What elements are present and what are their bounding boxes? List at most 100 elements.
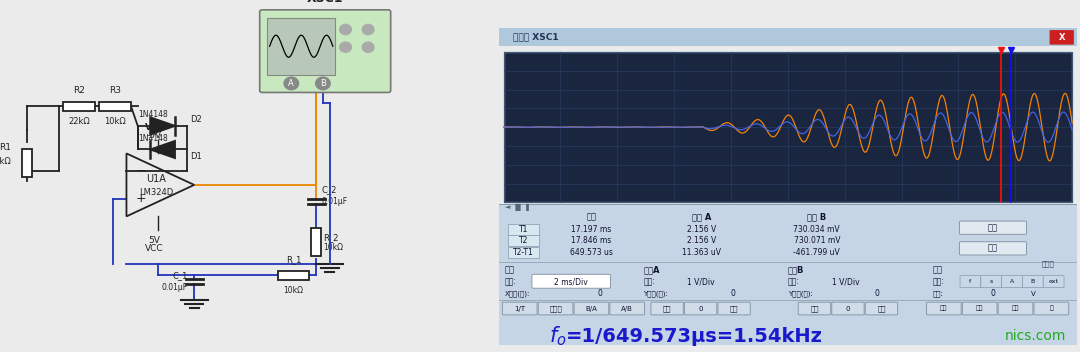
- Text: 回归: 回归: [988, 223, 998, 232]
- Text: 交流: 交流: [810, 305, 819, 312]
- FancyBboxPatch shape: [1043, 276, 1064, 288]
- Text: 17.197 ms: 17.197 ms: [571, 225, 611, 234]
- Text: C_2: C_2: [322, 185, 337, 194]
- Text: U1A: U1A: [146, 174, 165, 184]
- Bar: [508, 235, 539, 246]
- Text: 单次: 单次: [940, 306, 947, 311]
- Bar: [499, 28, 1077, 45]
- FancyBboxPatch shape: [1050, 30, 1074, 45]
- Text: 频道B: 频道B: [788, 265, 805, 274]
- FancyBboxPatch shape: [610, 302, 645, 315]
- Text: 水平:: 水平:: [932, 290, 943, 297]
- Text: 1 V/Div: 1 V/Div: [832, 277, 860, 286]
- Text: 尺度:: 尺度:: [644, 277, 656, 286]
- FancyBboxPatch shape: [259, 10, 391, 93]
- Text: 尺度:: 尺度:: [788, 277, 799, 286]
- FancyBboxPatch shape: [959, 242, 1026, 255]
- Text: 10kΩ: 10kΩ: [323, 243, 343, 252]
- Text: −: −: [135, 164, 147, 178]
- Bar: [278, 271, 309, 280]
- Text: 2.156 V: 2.156 V: [687, 236, 716, 245]
- Text: 5V: 5V: [149, 236, 161, 245]
- Text: 保存: 保存: [988, 244, 998, 253]
- Text: X偏移(格):: X偏移(格):: [504, 290, 530, 297]
- Text: 0: 0: [846, 306, 850, 312]
- Bar: [99, 102, 131, 111]
- Text: Y偏移(格):: Y偏移(格):: [644, 290, 669, 297]
- Circle shape: [284, 77, 298, 90]
- Text: 自动: 自动: [1012, 306, 1020, 311]
- FancyBboxPatch shape: [1001, 276, 1023, 288]
- Text: 15kΩ: 15kΩ: [0, 157, 11, 166]
- Text: 2 ms/Div: 2 ms/Div: [554, 277, 589, 286]
- Circle shape: [362, 24, 374, 34]
- FancyBboxPatch shape: [1034, 302, 1069, 315]
- FancyBboxPatch shape: [502, 302, 537, 315]
- FancyBboxPatch shape: [981, 276, 1001, 288]
- Text: R3: R3: [109, 86, 121, 95]
- Text: ◄ ▐▌▐: ◄ ▐▌▐: [504, 203, 528, 211]
- FancyBboxPatch shape: [575, 302, 609, 315]
- Text: 直流: 直流: [877, 305, 886, 312]
- Bar: [508, 224, 539, 235]
- Text: X: X: [1058, 33, 1065, 42]
- Text: 正常: 正常: [976, 306, 984, 311]
- Text: A: A: [288, 79, 294, 88]
- Bar: [311, 228, 321, 256]
- Text: T2-T1: T2-T1: [513, 248, 534, 257]
- Text: f: f: [970, 279, 972, 284]
- Text: 1N4148: 1N4148: [138, 134, 167, 143]
- Polygon shape: [150, 141, 175, 158]
- Text: B/A: B/A: [585, 306, 597, 312]
- Text: R2: R2: [73, 86, 85, 95]
- Text: 材标志: 材标志: [1042, 261, 1055, 268]
- Text: 频道A: 频道A: [644, 265, 660, 274]
- Text: 1/T: 1/T: [514, 306, 525, 312]
- Text: B: B: [1030, 279, 1035, 284]
- Bar: [268, 18, 335, 75]
- Text: 0.01μF: 0.01μF: [161, 283, 188, 293]
- Text: nics.com: nics.com: [1004, 329, 1066, 343]
- Text: 小模拟: 小模拟: [550, 305, 562, 312]
- FancyBboxPatch shape: [798, 302, 831, 315]
- FancyBboxPatch shape: [718, 302, 751, 315]
- Text: C_1: C_1: [172, 271, 188, 281]
- Text: V: V: [1030, 291, 1036, 297]
- Text: 10kΩ: 10kΩ: [284, 287, 303, 295]
- Text: 触发: 触发: [932, 265, 943, 274]
- Bar: [503, 52, 1072, 202]
- Text: =1/649.573μs=1.54kHz: =1/649.573μs=1.54kHz: [566, 327, 823, 346]
- Text: ext: ext: [1049, 279, 1058, 284]
- FancyBboxPatch shape: [960, 276, 981, 288]
- Text: -5V: -5V: [147, 131, 162, 140]
- Text: Y偏移(格):: Y偏移(格):: [788, 290, 813, 297]
- FancyBboxPatch shape: [531, 274, 610, 288]
- Text: VEE: VEE: [145, 123, 164, 132]
- Text: 直流: 直流: [730, 305, 739, 312]
- Text: A/B: A/B: [621, 306, 633, 312]
- Text: R_1: R_1: [286, 255, 301, 264]
- Bar: [22, 150, 32, 177]
- Text: -461.799 uV: -461.799 uV: [794, 248, 840, 257]
- Text: 1 V/Div: 1 V/Div: [687, 277, 715, 286]
- Text: 无: 无: [1050, 306, 1053, 311]
- Text: 730.071 mV: 730.071 mV: [794, 236, 840, 245]
- Circle shape: [362, 42, 374, 52]
- Bar: [64, 102, 95, 111]
- Text: 0: 0: [730, 289, 735, 298]
- Text: 时基: 时基: [504, 265, 515, 274]
- Circle shape: [339, 24, 351, 34]
- Text: 频道 A: 频道 A: [691, 212, 711, 221]
- Circle shape: [339, 42, 351, 52]
- FancyBboxPatch shape: [959, 221, 1026, 234]
- Text: D1: D1: [190, 152, 202, 161]
- FancyBboxPatch shape: [832, 302, 864, 315]
- Text: 2.156 V: 2.156 V: [687, 225, 716, 234]
- Text: 0: 0: [597, 289, 602, 298]
- Text: 频道 B: 频道 B: [807, 212, 826, 221]
- Bar: [508, 247, 539, 258]
- Text: 示波器 XSC1: 示波器 XSC1: [513, 32, 559, 42]
- Text: +: +: [135, 192, 146, 205]
- Text: D2: D2: [190, 115, 202, 124]
- Text: 22kΩ: 22kΩ: [68, 117, 90, 126]
